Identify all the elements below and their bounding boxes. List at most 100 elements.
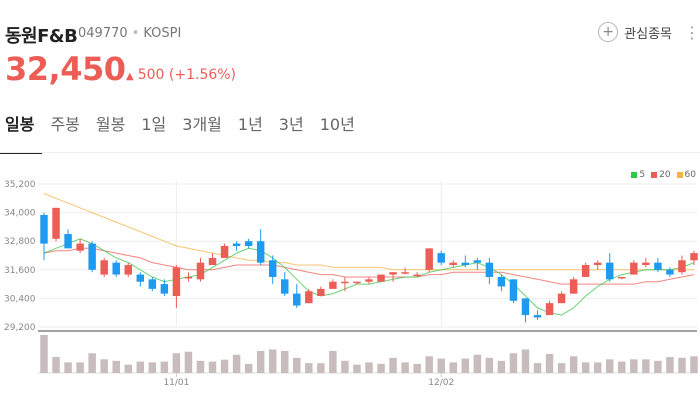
tab-7[interactable]: 10년	[319, 115, 355, 134]
y-tick-label: 30,400	[4, 294, 36, 304]
candle-body	[112, 262, 120, 275]
candle-body	[329, 281, 337, 289]
legend-item-ma20: 20	[651, 170, 671, 180]
candle-body	[425, 248, 433, 270]
candle-body	[268, 260, 277, 277]
candle-body	[389, 272, 397, 275]
candle-body	[678, 260, 686, 273]
candle-body	[473, 260, 482, 263]
candle-body	[341, 281, 349, 284]
stock-chart[interactable]: 35,200 34,000 32,800 31,600 30,400 29,200 11/0…	[0, 160, 700, 400]
candle-body	[148, 279, 157, 289]
candle-body	[305, 291, 313, 304]
volume-bar	[485, 357, 494, 373]
candle-body	[40, 214, 48, 244]
volume-bar	[413, 363, 421, 373]
volume-bar	[654, 360, 662, 373]
candle-body	[160, 284, 169, 294]
favorite-label: 관심종목	[624, 26, 672, 42]
volume-bar	[329, 350, 337, 373]
candle-body	[377, 274, 385, 282]
volume-bar	[678, 357, 686, 373]
volume-bar	[148, 362, 157, 373]
legend-swatch	[676, 172, 683, 178]
candle-body	[437, 253, 445, 263]
tab-6[interactable]: 3년	[278, 115, 304, 134]
moving-average-legend: 5 20 60	[631, 170, 696, 180]
candle-body	[365, 279, 373, 282]
candle-body	[172, 267, 181, 297]
volume-bar	[401, 362, 409, 373]
candle-body	[413, 274, 421, 277]
legend-item-ma60: 60	[676, 170, 696, 180]
volume-bar	[365, 362, 373, 373]
candle-body	[666, 269, 674, 275]
volume-bar	[545, 354, 554, 373]
volume-bar	[196, 360, 205, 373]
x-tick-label: 12/02	[428, 378, 454, 388]
volume-bar	[244, 363, 253, 373]
tab-5[interactable]: 1년	[237, 115, 263, 134]
candle-body	[461, 262, 470, 266]
volume-bar	[64, 362, 72, 373]
stock-code: 049770	[78, 26, 128, 41]
volume-bar	[581, 362, 590, 373]
y-tick-label: 34,000	[4, 209, 36, 219]
legend-swatch	[631, 172, 638, 178]
stock-header: 동원F&B 049770 • KOSPI + 관심종목 ⋮ 32,450 ▲ 500 …	[0, 0, 700, 100]
tab-2[interactable]: 월봉	[95, 115, 126, 134]
candle-body	[184, 276, 193, 279]
volume-bar	[509, 353, 518, 373]
candle-body	[593, 262, 602, 266]
price-change: ▲ 500 (+1.56%)	[126, 67, 236, 83]
candle-body	[630, 262, 638, 275]
volume-bar	[533, 363, 542, 373]
volume-bar	[666, 357, 674, 373]
candle-body	[545, 303, 554, 316]
volume-bar	[642, 359, 650, 373]
legend-label: 60	[684, 170, 696, 180]
candle-body	[509, 279, 518, 301]
volume-bar	[160, 361, 169, 373]
y-tick-label: 31,600	[4, 266, 36, 276]
tab-0[interactable]: 일봉	[0, 112, 43, 154]
candle-body	[618, 276, 626, 279]
candle-body	[401, 272, 409, 274]
current-price: 32,450	[5, 50, 126, 88]
candle-body	[557, 293, 566, 304]
volume-bar	[557, 363, 566, 373]
tab-1[interactable]: 주봉	[50, 115, 80, 134]
candle-body	[76, 243, 84, 251]
legend-label: 20	[659, 170, 671, 180]
candle-body	[244, 241, 253, 246]
volume-bar	[497, 360, 506, 373]
candle-body	[196, 262, 205, 280]
volume-bar	[52, 357, 60, 373]
candle-body	[449, 262, 457, 266]
candle-body	[232, 243, 241, 246]
volume-bar	[437, 358, 445, 373]
volume-bar	[184, 351, 193, 373]
more-icon[interactable]: ⋮	[684, 22, 700, 42]
volume-bar	[208, 361, 217, 373]
candle-body	[88, 243, 96, 270]
triangle-up-icon: ▲	[126, 71, 134, 82]
x-tick-label: 11/01	[163, 378, 189, 388]
candle-body	[64, 234, 72, 249]
candle-body	[52, 207, 60, 239]
period-tabs: 일봉 주봉 월봉 1일 3개월 1년 3년 10년	[0, 112, 700, 154]
y-tick-label: 29,200	[4, 323, 36, 333]
change-percent: (+1.56%)	[168, 67, 237, 83]
change-amount: 500	[137, 67, 165, 83]
volume-bar	[136, 361, 145, 373]
volume-bar	[112, 360, 120, 373]
volume-bar	[377, 363, 385, 373]
market-name: KOSPI	[143, 26, 182, 41]
volume-bar	[618, 361, 626, 373]
tab-3[interactable]: 1일	[141, 115, 167, 134]
volume-bar	[317, 363, 325, 373]
favorite-button[interactable]: + 관심종목 ⋮	[598, 22, 700, 42]
tab-4[interactable]: 3개월	[182, 115, 222, 134]
volume-bar	[232, 354, 241, 373]
candle-body	[569, 279, 578, 294]
